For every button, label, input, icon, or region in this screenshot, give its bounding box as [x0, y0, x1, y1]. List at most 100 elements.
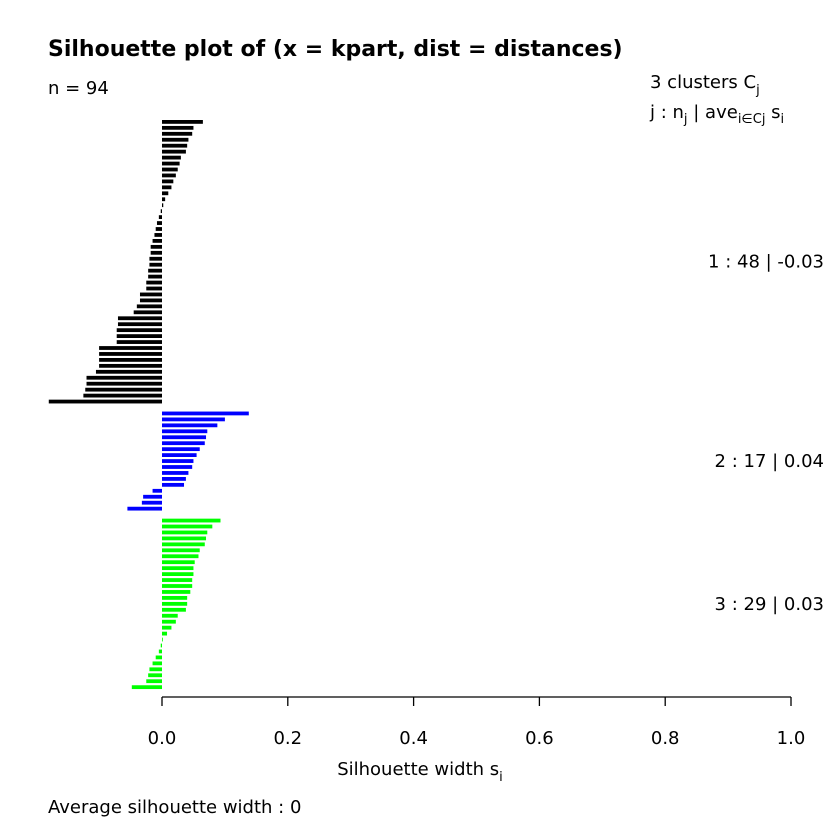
cluster-label-3: 3 : 29 | 0.03 — [715, 594, 824, 615]
silhouette-bar-c3-5 — [162, 542, 205, 547]
bars-group — [48, 120, 249, 690]
x-tick-label: 0.6 — [525, 728, 554, 749]
silhouette-bar-c2-6 — [162, 441, 205, 446]
silhouette-bar-c3-27 — [148, 673, 162, 678]
silhouette-bar-c1-42 — [99, 363, 162, 368]
silhouette-bar-c3-17 — [162, 613, 178, 618]
average-silhouette-footer: Average silhouette width : 0 — [48, 797, 301, 818]
silhouette-bar-c1-5 — [162, 143, 188, 148]
silhouette-bar-c1-44 — [86, 375, 162, 380]
silhouette-bar-c3-12 — [162, 584, 193, 588]
silhouette-bar-c3-22 — [160, 643, 162, 648]
silhouette-bar-c2-8 — [162, 453, 197, 457]
silhouette-bar-c3-10 — [162, 572, 194, 576]
silhouette-bar-c1-34 — [117, 316, 162, 321]
silhouette-bar-c1-36 — [116, 328, 162, 333]
silhouette-bar-c1-12 — [162, 185, 172, 190]
silhouette-bar-c1-22 — [150, 244, 162, 249]
silhouette-bar-c2-1 — [162, 411, 249, 416]
x-tick-label: 0.8 — [651, 728, 680, 749]
silhouette-bar-c1-1 — [162, 120, 203, 124]
silhouette-bar-c2-3 — [162, 423, 218, 428]
silhouette-bar-c2-14 — [152, 488, 162, 493]
silhouette-bar-c2-13 — [162, 482, 185, 487]
silhouette-bar-c1-18 — [156, 221, 162, 225]
silhouette-bar-c3-11 — [162, 578, 193, 582]
silhouette-bar-c3-26 — [149, 667, 162, 672]
silhouette-bar-c3-15 — [162, 601, 188, 606]
silhouette-bar-c1-37 — [116, 334, 162, 338]
silhouette-bar-c3-4 — [162, 536, 207, 541]
silhouette-bar-c1-46 — [85, 387, 162, 392]
silhouette-bar-c1-6 — [162, 149, 186, 154]
silhouette-bar-c2-16 — [141, 500, 162, 505]
silhouette-bar-c3-16 — [162, 607, 186, 612]
silhouette-bar-c2-5 — [162, 435, 207, 440]
silhouette-bar-c2-9 — [162, 459, 194, 463]
silhouette-bar-c1-7 — [162, 155, 181, 160]
x-tick-label: 0.4 — [399, 728, 428, 749]
silhouette-bar-c1-11 — [162, 179, 174, 184]
silhouette-bar-c1-8 — [162, 161, 180, 166]
silhouette-bar-c1-4 — [162, 137, 189, 142]
silhouette-bar-c2-11 — [162, 471, 189, 475]
silhouette-bar-c1-33 — [133, 310, 162, 315]
silhouette-bar-c1-29 — [146, 286, 162, 291]
silhouette-bar-c3-24 — [155, 655, 162, 660]
silhouette-bar-c3-8 — [162, 560, 195, 565]
silhouette-bar-c3-28 — [146, 679, 162, 684]
silhouette-bar-c2-17 — [127, 506, 162, 511]
cluster-labels-group: 1 : 48 | -0.03 2 : 17 | 0.04 3 : 29 | 0.03 — [708, 252, 824, 615]
silhouette-bar-c1-43 — [95, 369, 162, 374]
silhouette-bar-c2-7 — [162, 447, 200, 452]
silhouette-bar-c2-15 — [143, 494, 162, 499]
silhouette-bar-c1-21 — [152, 239, 162, 243]
silhouette-bar-c3-20 — [162, 631, 168, 636]
silhouette-bar-c2-12 — [162, 477, 186, 481]
silhouette-bar-c1-28 — [146, 280, 162, 285]
silhouette-bar-c3-29 — [131, 685, 162, 690]
silhouette-bar-c3-21 — [162, 637, 163, 642]
silhouette-bar-c1-15 — [162, 203, 164, 208]
silhouette-bar-c1-9 — [162, 167, 178, 172]
n-label: n = 94 — [48, 78, 109, 99]
silhouette-bar-c3-25 — [152, 661, 162, 666]
silhouette-bar-c1-2 — [162, 125, 194, 130]
silhouette-bar-c3-14 — [162, 596, 188, 600]
silhouette-bar-c1-19 — [155, 227, 162, 231]
silhouette-bar-c3-19 — [162, 625, 172, 630]
silhouette-bar-c1-3 — [162, 131, 193, 136]
silhouette-bar-c3-2 — [162, 524, 213, 529]
silhouette-bar-c1-47 — [83, 393, 162, 398]
silhouette-bar-c2-4 — [162, 429, 208, 434]
silhouette-bar-c1-26 — [148, 268, 162, 273]
silhouette-bar-c1-45 — [86, 381, 162, 386]
silhouette-bar-c1-14 — [162, 197, 166, 202]
x-tick-label: 1.0 — [777, 728, 806, 749]
silhouette-bar-c1-25 — [149, 262, 162, 267]
silhouette-bar-c1-35 — [117, 322, 162, 327]
silhouette-bar-c3-6 — [162, 548, 200, 553]
silhouette-bar-c3-7 — [162, 554, 199, 559]
silhouette-bar-c1-20 — [154, 233, 162, 237]
silhouette-bar-c1-13 — [162, 191, 169, 196]
silhouette-bar-c1-30 — [139, 292, 162, 297]
silhouette-bar-c1-41 — [99, 358, 162, 362]
silhouette-bar-c1-40 — [99, 352, 162, 356]
chart-title: Silhouette plot of (x = kpart, dist = di… — [48, 37, 623, 62]
x-tick-label: 0.2 — [273, 728, 302, 749]
silhouette-bar-c1-24 — [149, 256, 162, 261]
silhouette-bar-c1-39 — [99, 346, 162, 350]
silhouette-bar-c1-16 — [160, 209, 162, 214]
cluster-label-2: 2 : 17 | 0.04 — [715, 451, 824, 472]
silhouette-bar-c3-23 — [158, 649, 162, 654]
silhouette-bar-c1-17 — [158, 215, 162, 219]
silhouette-bar-c1-27 — [148, 274, 162, 279]
silhouette-bar-c1-23 — [150, 250, 162, 255]
x-tick-label: 0.0 — [148, 728, 177, 749]
silhouette-bar-c1-48 — [48, 399, 162, 404]
cluster-label-1: 1 : 48 | -0.03 — [708, 252, 824, 273]
silhouette-bar-c2-2 — [162, 417, 225, 422]
silhouette-bar-c3-9 — [162, 566, 194, 571]
